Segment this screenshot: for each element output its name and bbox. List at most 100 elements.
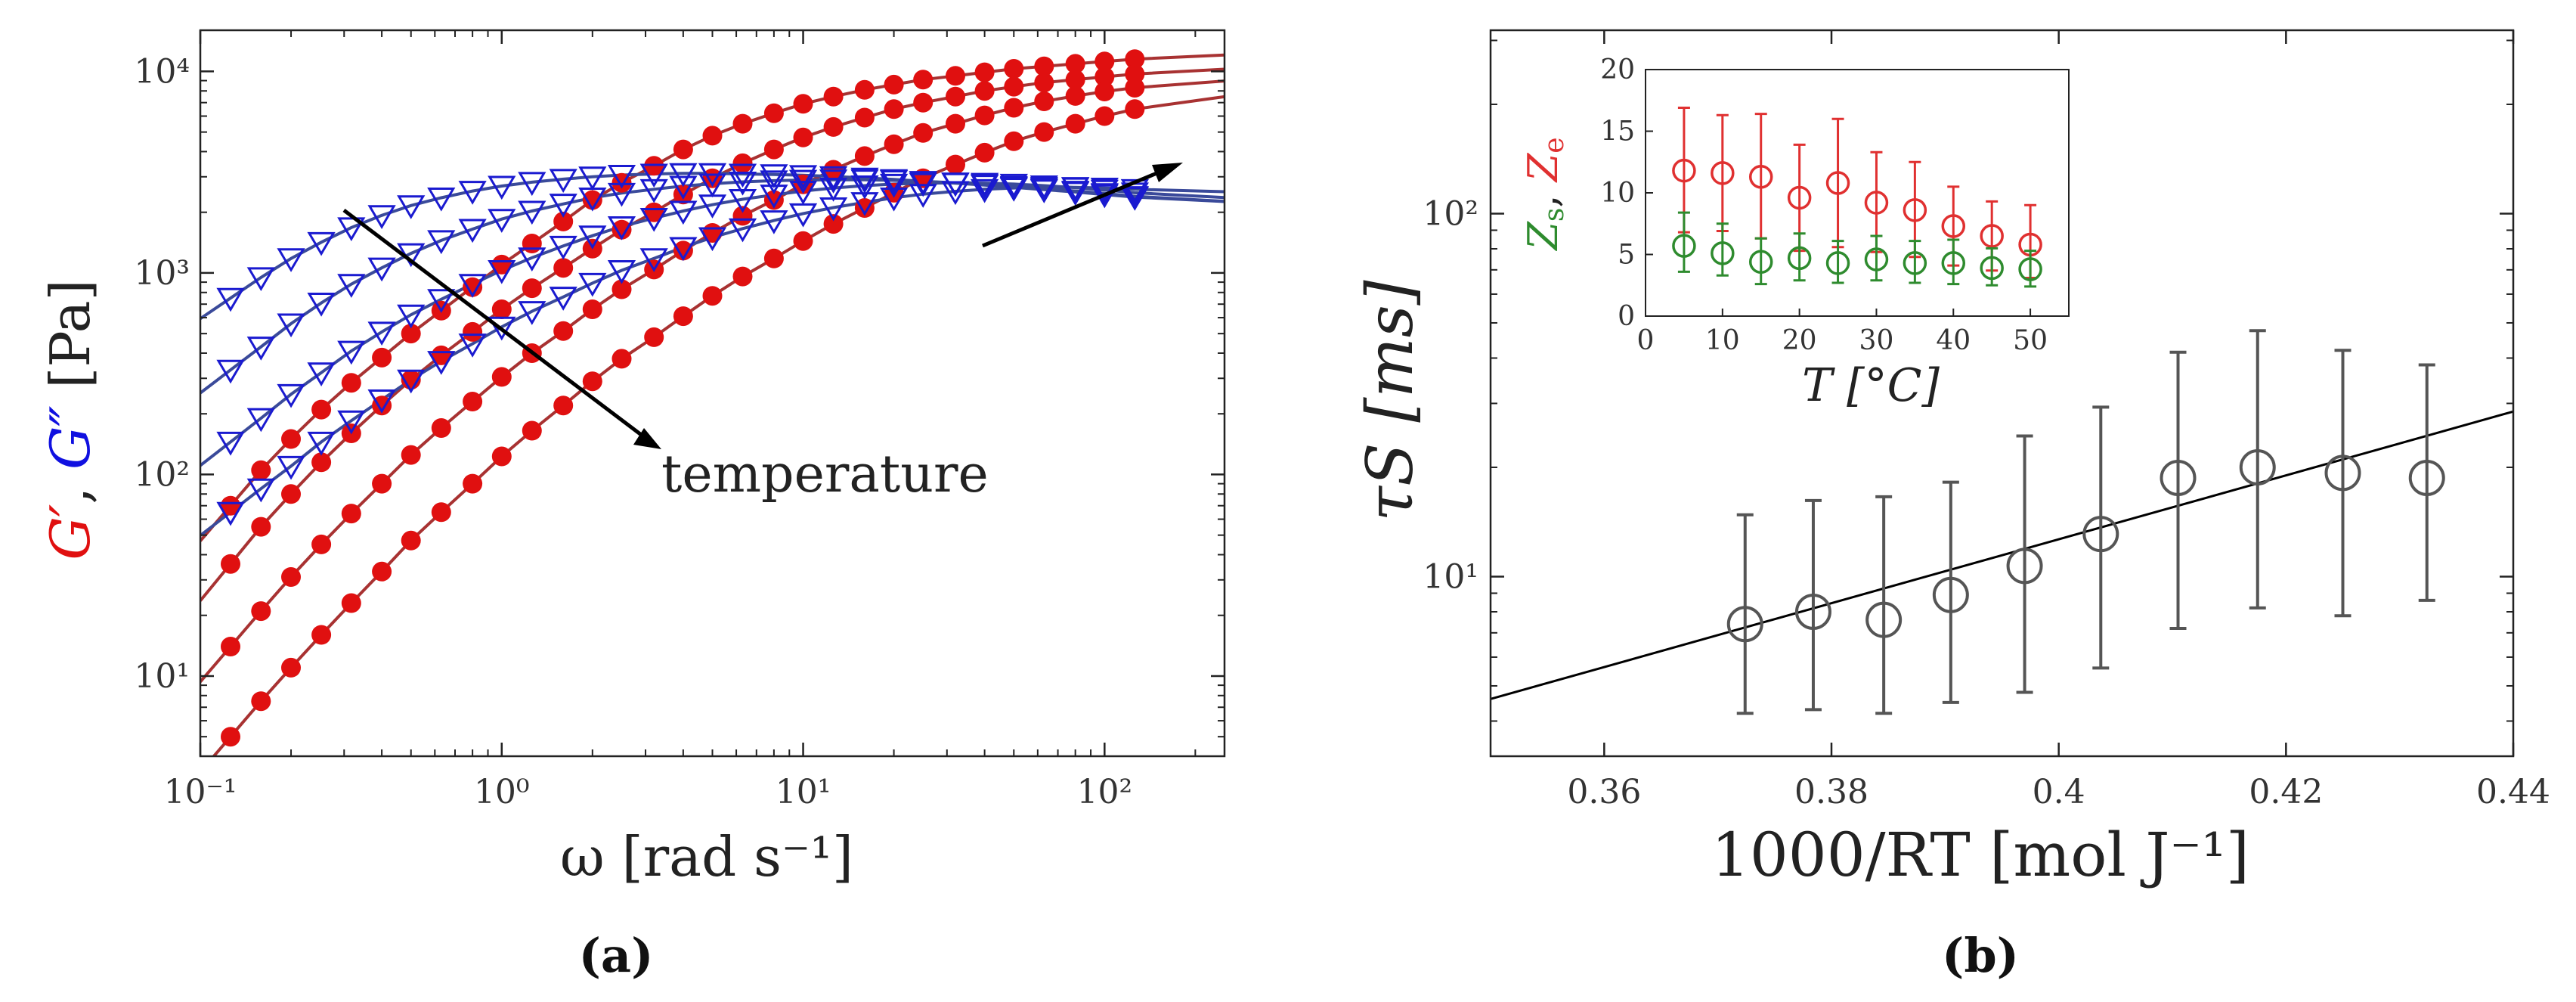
storage-modulus-point xyxy=(221,554,240,574)
storage-modulus-point xyxy=(463,473,483,494)
inset-y-tick-label: 0 xyxy=(1618,301,1635,332)
storage-modulus-point xyxy=(431,418,451,438)
loss-modulus-point xyxy=(216,359,245,384)
storage-modulus-point xyxy=(611,219,632,240)
loss-modulus-point xyxy=(337,274,366,298)
inset-y-tick-label: 15 xyxy=(1600,116,1635,147)
loss-modulus-point xyxy=(607,259,636,284)
storage-modulus-point xyxy=(463,321,483,342)
storage-modulus-point xyxy=(431,502,451,523)
loss-modulus-point xyxy=(971,172,999,197)
storage-modulus-point xyxy=(431,345,451,365)
storage-modulus-point xyxy=(341,373,361,393)
loss-modulus-point xyxy=(941,172,970,197)
storage-modulus-point xyxy=(401,324,421,344)
storage-modulus-point xyxy=(793,127,813,147)
inset-y-title-zs: Z xyxy=(1519,221,1567,252)
loss-modulus-point xyxy=(427,230,456,255)
storage-modulus-point xyxy=(673,139,693,160)
ze-point xyxy=(1980,224,2004,248)
storage-modulus-point xyxy=(372,561,392,582)
loss-modulus-point xyxy=(1120,178,1149,203)
loss-modulus-point xyxy=(760,185,788,209)
storage-modulus-point xyxy=(763,190,784,210)
loss-modulus-point xyxy=(367,205,396,229)
loss-modulus-point xyxy=(427,351,456,375)
a-x-tick-label: 10⁻¹ xyxy=(164,773,237,811)
loss-modulus-point xyxy=(578,225,607,250)
loss-modulus-point xyxy=(850,169,879,194)
storage-modulus-point xyxy=(732,153,753,173)
tau-point xyxy=(1726,606,1763,643)
storage-modulus-point xyxy=(1034,122,1054,142)
storage-modulus-point xyxy=(1004,98,1024,118)
ze-point xyxy=(1672,158,1696,183)
storage-modulus-point xyxy=(974,105,995,126)
storage-modulus-point xyxy=(522,234,542,253)
inset-y-tick-label: 10 xyxy=(1600,178,1635,209)
storage-modulus-point xyxy=(372,347,392,368)
storage-modulus-point xyxy=(913,123,933,143)
storage-modulus-point xyxy=(1065,54,1085,74)
inset-ticks: 0 10 20 30 40 50 0 5 10 15 20 xyxy=(1600,54,2048,356)
storage-modulus-point xyxy=(644,327,664,347)
loss-modulus-point xyxy=(246,408,275,433)
loss-modulus-point xyxy=(549,169,577,194)
loss-modulus-point xyxy=(788,203,818,228)
loss-modulus-point xyxy=(246,478,275,503)
temperature-arrow xyxy=(342,209,661,449)
zs-point xyxy=(1787,246,1812,271)
b-x-tick-label: 0.44 xyxy=(2476,773,2550,811)
loss-modulus-point xyxy=(307,431,336,456)
storage-modulus-point xyxy=(311,399,332,420)
tau-point xyxy=(2324,454,2361,492)
tau-point xyxy=(1932,576,1969,613)
storage-modulus-point xyxy=(221,637,240,656)
a-x-tick-label: 10² xyxy=(1076,773,1132,811)
storage-modulus-point xyxy=(702,126,723,146)
storage-modulus-point xyxy=(1094,82,1115,101)
loss-modulus-point xyxy=(367,257,396,282)
storage-modulus-point xyxy=(311,625,332,645)
storage-modulus-point xyxy=(491,367,512,387)
inset-y-title-sep: , xyxy=(1519,181,1567,207)
b-x-tick-label: 0.38 xyxy=(1794,773,1869,811)
loss-modulus-point xyxy=(788,181,818,205)
storage-modulus-point xyxy=(1125,64,1145,84)
storage-modulus-point xyxy=(946,154,965,175)
loss-modulus-point xyxy=(367,321,396,346)
storage-modulus-point xyxy=(946,66,965,86)
ze-point xyxy=(1941,214,1966,238)
storage-modulus-point xyxy=(401,445,421,465)
storage-modulus-point xyxy=(311,452,332,473)
storage-modulus-point xyxy=(611,349,632,369)
loss-modulus-point xyxy=(1061,177,1090,201)
panel-label-a: (a) xyxy=(579,928,654,983)
ze-point xyxy=(1825,171,1850,195)
a-y-tick-label: 10³ xyxy=(134,254,190,293)
zs-point xyxy=(1748,250,1773,275)
a-y-tick-label: 10⁴ xyxy=(134,52,190,91)
storage-modulus-point xyxy=(854,107,875,128)
inset-y-axis-title: Zs, Ze xyxy=(1519,137,1570,251)
inset-x-tick-label: 40 xyxy=(1936,325,1971,356)
inset-y-tick-label: 20 xyxy=(1600,54,1635,85)
storage-modulus-point xyxy=(823,116,844,137)
storage-modulus-point xyxy=(974,142,995,163)
storage-modulus-point xyxy=(221,727,240,747)
loss-modulus-point xyxy=(760,210,788,234)
b-fit-line xyxy=(1490,410,2514,700)
storage-modulus-point xyxy=(582,190,602,210)
storage-modulus-point xyxy=(673,240,693,261)
storage-modulus-point xyxy=(823,86,844,107)
loss-modulus-point xyxy=(728,218,757,243)
loss-modulus-point xyxy=(488,259,516,284)
inset-x-tick-label: 50 xyxy=(2013,325,2048,356)
storage-modulus-point xyxy=(221,495,240,516)
storage-modulus-point xyxy=(1065,70,1085,90)
loss-modulus-point xyxy=(458,219,487,244)
storage-modulus-point xyxy=(974,81,995,101)
a-y-tick-label: 10¹ xyxy=(134,657,190,696)
loss-modulus-point xyxy=(698,173,727,198)
storage-modulus-point xyxy=(702,168,723,188)
